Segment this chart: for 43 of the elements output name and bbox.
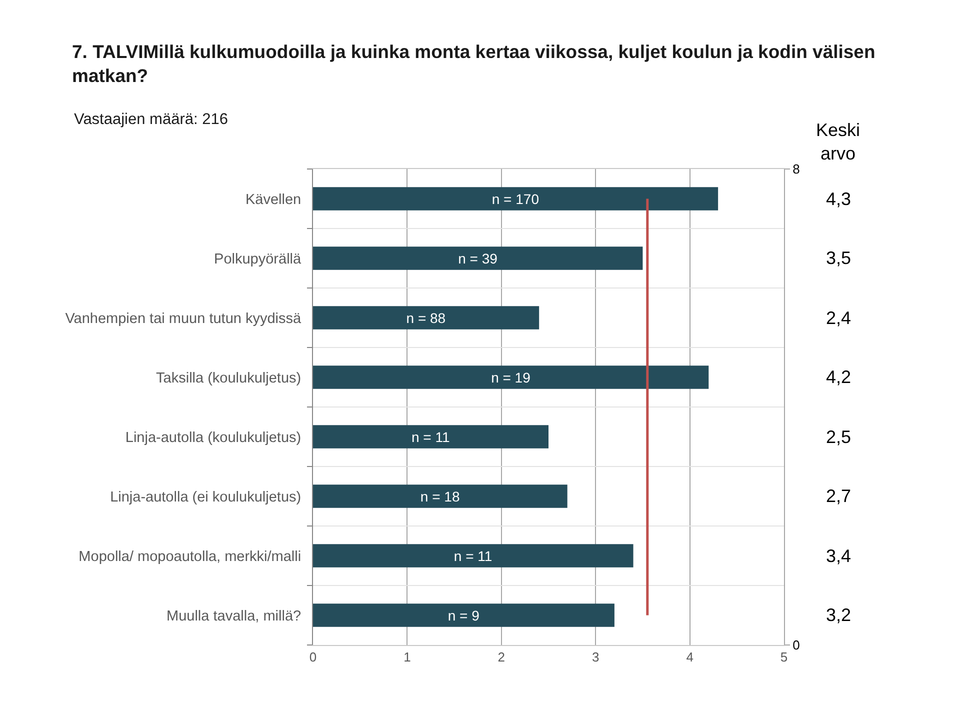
annotation: n = 170	[492, 190, 540, 207]
x-tick-label: 5	[780, 650, 788, 665]
annotation: n = 11	[412, 428, 450, 445]
x-tick-label: 0	[309, 650, 317, 665]
bar	[313, 246, 643, 270]
y-tick-label: Kävellen	[245, 192, 302, 208]
x-tick-label: 2	[498, 650, 506, 665]
y-tick-label: Linja-autolla (koulukuljetus)	[125, 430, 302, 446]
annotation: n = 19	[491, 369, 531, 386]
y-tick-label: Linja-autolla (ei koulukuljetus)	[110, 489, 302, 506]
bar	[313, 306, 540, 330]
y-tick-label: Taksilla (koulukuljetus)	[156, 370, 302, 386]
data-label: 2,4	[826, 308, 852, 328]
x-tick-label: 3	[592, 650, 600, 665]
bar	[313, 604, 614, 627]
data-label: 3,4	[826, 546, 852, 566]
x-tick-label: 1	[404, 650, 411, 665]
bar	[313, 544, 634, 568]
chart-title: 7. TALVIMillä kulkumuodoilla ja kuinka monta kertaa viikossa, kuljet koulun ja kodin välisen matkan?	[72, 41, 876, 86]
data-label: 4,2	[826, 367, 852, 387]
data-label: 3,2	[826, 605, 852, 625]
bar	[313, 484, 568, 508]
x-tick-label: 4	[686, 650, 694, 665]
annotation: n = 39	[458, 250, 498, 266]
y-tick-label: Polkupyörällä	[214, 251, 302, 268]
y-tick-label: Mopolla/ mopoautolla, merkki/malli	[78, 548, 302, 565]
bar	[313, 366, 709, 389]
annotation: n = 18	[420, 488, 460, 504]
data-label: 4,3	[826, 189, 852, 209]
text: Keski arvo	[816, 120, 860, 164]
text: Vastaajien määrä: 216	[74, 111, 228, 128]
y-tick-label: Vanhempien tai muun tutun kyydissä	[65, 310, 302, 327]
y-tick-label: Muulla tavalla, millä?	[166, 608, 302, 624]
y2-tick-label: 8	[792, 162, 800, 177]
annotation: n = 9	[448, 607, 480, 624]
y2-tick-label: 0	[792, 638, 800, 653]
annotation: n = 88	[406, 310, 446, 326]
data-label: 3,5	[826, 248, 852, 268]
data-label: 2,7	[826, 486, 852, 506]
annotation: n = 11	[454, 548, 492, 564]
bar	[313, 425, 548, 448]
bar	[313, 187, 718, 210]
data-label: 2,5	[826, 427, 852, 447]
